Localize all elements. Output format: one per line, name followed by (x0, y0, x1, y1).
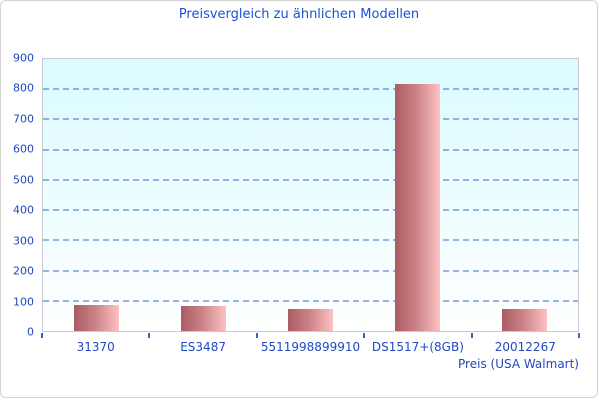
gridline (43, 179, 578, 181)
y-tick-label: 600 (13, 142, 34, 156)
x-axis-label: Preis (USA Walmart) (458, 357, 579, 371)
x-tick (255, 333, 258, 338)
y-tick-label: 300 (13, 234, 34, 248)
y-tick-label: 700 (13, 112, 34, 126)
bar-5511998899910 (288, 309, 333, 331)
bar-ES3487 (181, 305, 226, 331)
bar-DS1517+(8GB) (395, 84, 440, 331)
bar-20012267 (502, 309, 547, 331)
y-axis: 0 100 200 300 400 500 600 700 800 900 (1, 53, 36, 338)
chart-title: Preisvergleich zu ähnlichen Modellen (178, 7, 420, 22)
x-tick (41, 333, 43, 338)
y-tick-label: 0 (27, 325, 34, 339)
x-tick (148, 333, 151, 338)
y-tick-label: 500 (13, 173, 34, 187)
plot-area (42, 58, 579, 332)
gridline (43, 149, 578, 151)
x-tick-label: 31370 (76, 340, 115, 354)
y-tick-label: 400 (13, 203, 34, 217)
x-tick-label: 20012267 (494, 340, 556, 354)
gridline (43, 118, 578, 120)
x-tick (363, 333, 366, 338)
y-tick-label: 900 (13, 51, 34, 65)
gridline (43, 239, 578, 241)
gridline (43, 88, 578, 90)
bar-31370 (74, 304, 119, 331)
y-tick-label: 800 (13, 81, 34, 95)
gridline (43, 270, 578, 272)
x-tick (470, 333, 473, 338)
x-axis: 31370 ES3487 5511998899910 DS1517+(8GB) 2001… (42, 340, 579, 354)
x-axis-ticks (41, 332, 580, 338)
gridline (43, 300, 578, 302)
x-tick-label: ES3487 (180, 340, 226, 354)
gridline (43, 209, 578, 211)
x-tick (578, 333, 580, 338)
y-tick-label: 100 (13, 295, 34, 309)
y-tick-label: 200 (13, 264, 34, 278)
x-tick-label: 5511998899910 (260, 340, 361, 354)
x-tick-label: DS1517+(8GB) (371, 340, 464, 354)
